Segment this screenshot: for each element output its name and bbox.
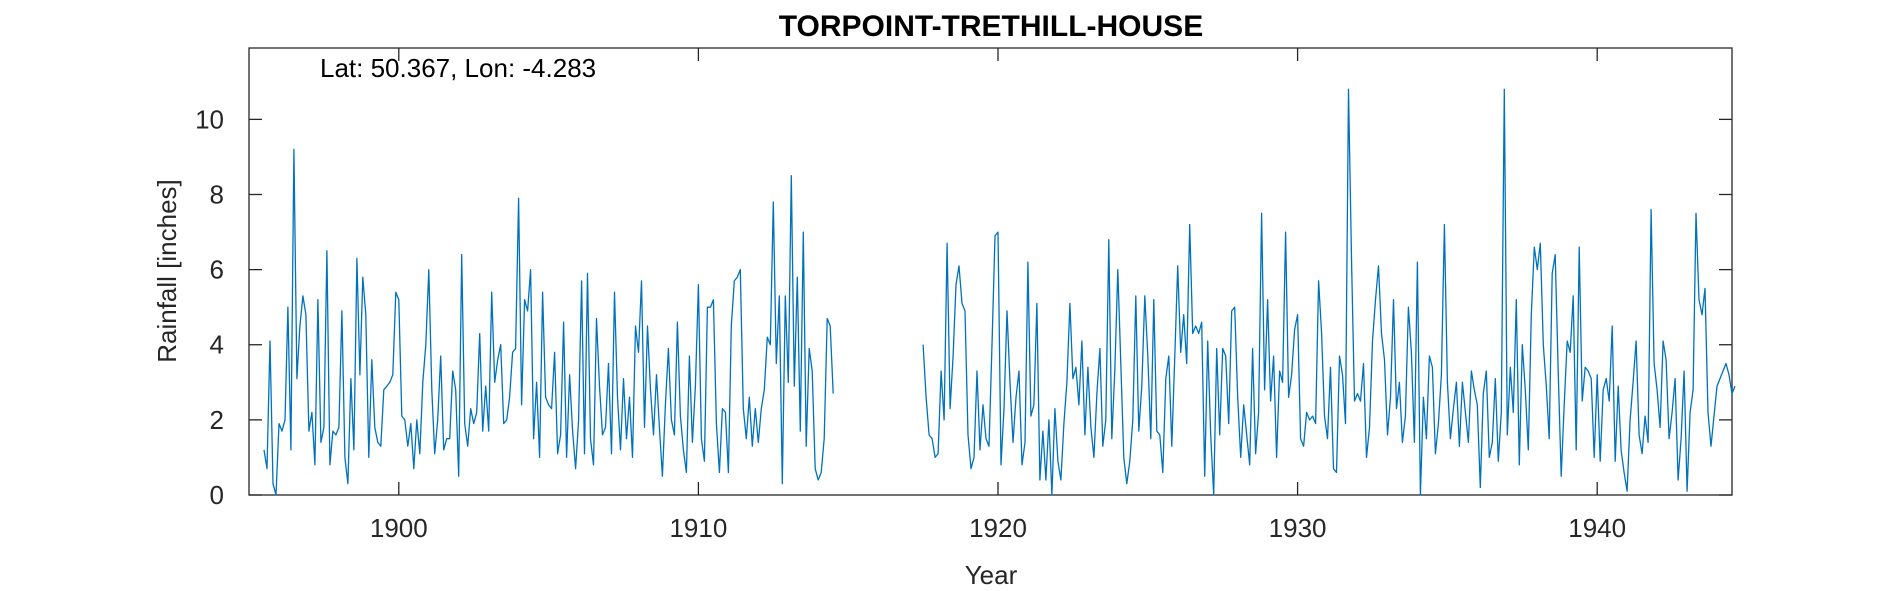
- x-tick-label: 1900: [370, 513, 428, 543]
- x-tick-label: 1910: [669, 513, 727, 543]
- y-tick-label: 6: [210, 255, 224, 285]
- axis-ticks: 1900 1910 1920 1930 1940 0 2 4 6 8 10: [195, 48, 1732, 543]
- y-tick-label: 10: [195, 104, 224, 134]
- y-tick-label: 4: [210, 330, 224, 360]
- plot-lines: [263, 88, 1736, 496]
- x-tick-label: 1940: [1568, 513, 1626, 543]
- rainfall-series-line: [263, 148, 834, 496]
- y-axis-label: Rainfall [inches]: [152, 179, 182, 363]
- x-tick-label: 1930: [1269, 513, 1327, 543]
- plot-area-frame: [248, 47, 1733, 496]
- x-tick-label: 1920: [969, 513, 1027, 543]
- y-tick-label: 0: [210, 480, 224, 510]
- y-tick-label: 2: [210, 405, 224, 435]
- y-tick-label: 8: [210, 179, 224, 209]
- rainfall-series-line: [922, 88, 1736, 496]
- location-annotation: Lat: 50.367, Lon: -4.283: [320, 53, 596, 83]
- chart-title: TORPOINT-TRETHILL-HOUSE: [779, 10, 1203, 43]
- x-axis-label: Year: [965, 560, 1018, 590]
